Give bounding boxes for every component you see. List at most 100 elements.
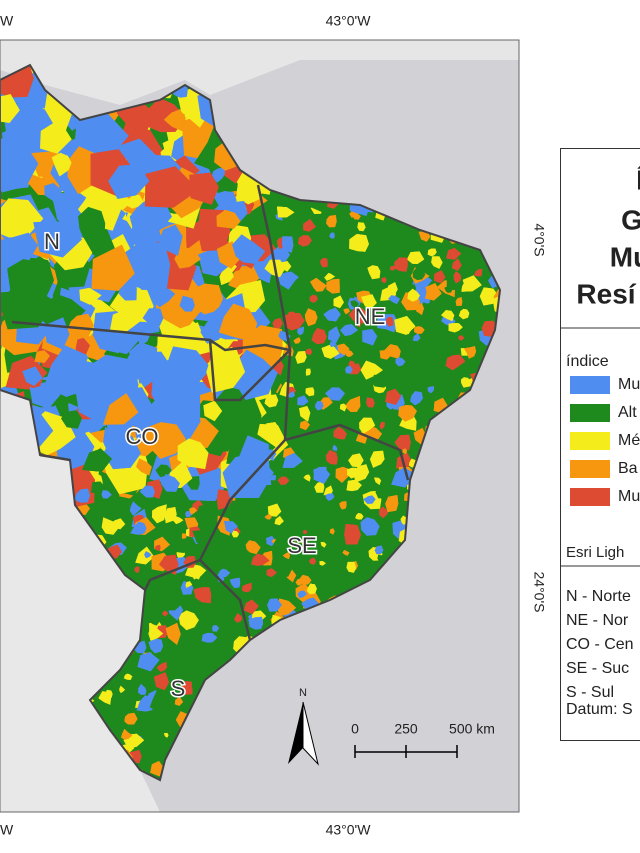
patch [178,610,199,631]
patch [132,640,147,654]
patch [144,551,152,559]
patch [319,561,326,566]
patch [192,529,211,547]
patch [296,492,309,508]
patch [189,172,219,205]
patch [455,297,463,306]
scale-label: 500 km [449,721,495,737]
patch [303,218,317,232]
legend-panel: Í G Mu Resí índice Mu Alt Mé Ba Mu Esri Ligh… [560,148,640,741]
patch [449,249,458,259]
patch [29,382,61,409]
patch [0,198,44,238]
patch [22,366,43,386]
patch [333,426,347,440]
patch [348,453,364,468]
legend-label: Ba [618,460,638,477]
patch [332,444,338,451]
patch [422,369,429,376]
patch [119,685,126,694]
patch [135,341,169,384]
patch [98,691,111,705]
patch [427,248,437,257]
patch [375,485,391,499]
patch [357,222,366,232]
patch [434,270,446,284]
patch [34,350,50,363]
patch [326,214,337,228]
patch [267,598,282,612]
patch [335,466,351,483]
patch [323,485,333,496]
legend: Mu Alt Mé Ba Mu [570,376,640,506]
patch [360,360,383,380]
patch [124,712,138,725]
patch [295,351,307,364]
note: NE - Nor [566,612,629,629]
patch [325,493,335,501]
coord-label: 24°0'S [531,572,547,613]
region-label: S [171,676,186,701]
arrow-half [288,702,303,764]
patch [143,422,186,459]
patch [293,337,301,344]
scale-line [354,745,458,758]
land [0,40,519,105]
patch [134,566,140,573]
patch [355,513,364,520]
patch [320,542,327,548]
patch [339,244,350,255]
patch [139,485,155,498]
scale-label: 0 [351,721,359,737]
patch [129,501,142,516]
patch [33,221,83,258]
datum: Datum: S [566,701,633,718]
patch [346,479,362,492]
patch [51,152,72,177]
patch [216,209,241,229]
patch [329,341,337,347]
note: N - Norte [566,588,631,605]
patch [381,277,387,284]
patch [410,391,423,406]
patch [267,503,282,517]
patch [421,405,433,417]
legend-label: Mu [618,376,640,393]
patch [150,285,176,308]
patch [333,295,344,309]
patch [363,495,376,504]
patch [101,517,120,535]
patch [79,287,102,305]
patch [164,507,177,524]
patch [295,578,303,586]
patch [180,640,199,657]
patch [352,213,361,220]
patch [265,196,276,208]
patch [305,387,315,397]
patch [347,467,358,479]
patch [370,240,388,257]
patch [373,374,393,388]
patch [383,344,401,359]
patch [280,261,292,272]
patch [201,632,218,643]
basemap-credit: Esri Ligh [566,544,624,561]
patch [44,183,63,202]
country-border [0,63,502,782]
patch [91,244,135,291]
patch [60,410,82,429]
patch [325,387,346,401]
patch [321,344,340,359]
note: S - Sul [566,684,614,701]
patch [391,466,414,488]
patch [369,450,385,468]
patch [126,749,142,764]
coord-label: 43°0'W [326,822,372,838]
patch [159,109,174,124]
legend-swatch [570,376,610,394]
patch [148,638,164,654]
patch [250,553,270,566]
patch [101,713,119,730]
patch [73,488,91,503]
note: CO - Cen [566,636,634,653]
